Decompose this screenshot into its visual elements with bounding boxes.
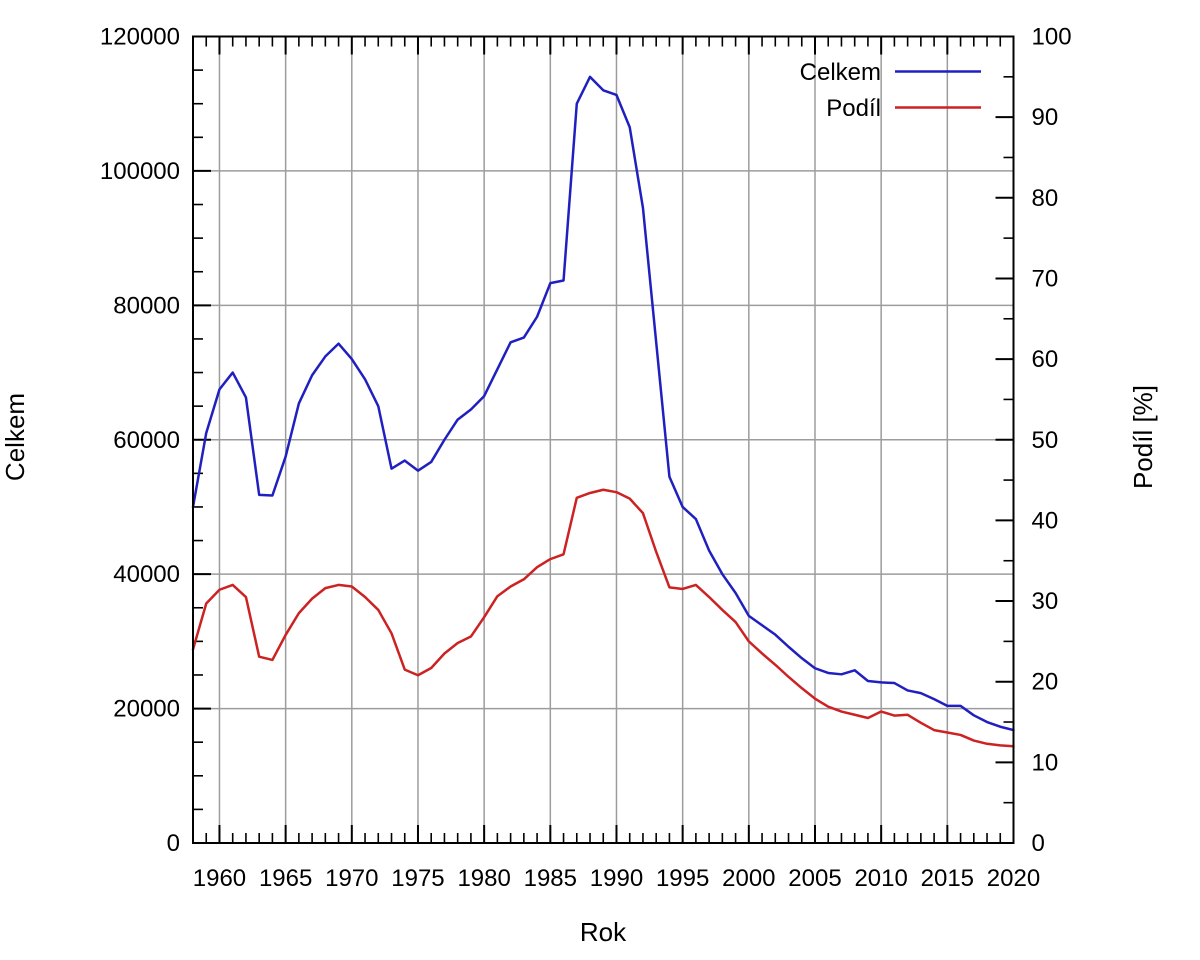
- plot-border: [192, 35, 1015, 844]
- y-left-tick-label: 40000: [113, 561, 180, 588]
- y-right-tick-label: 100: [1032, 24, 1072, 51]
- y-left-tick-label: 60000: [113, 427, 180, 454]
- legend: Celkem Podíl: [800, 59, 981, 122]
- series-line-celkem: [191, 75, 1015, 732]
- legend-label-podil: Podíl: [826, 95, 881, 122]
- gridlines: [193, 36, 1014, 843]
- x-tick-label: 1995: [656, 865, 709, 892]
- x-tick-label: 1960: [193, 865, 246, 892]
- y-right-tick-label: 70: [1032, 265, 1059, 292]
- y-right-tick-label: 50: [1032, 427, 1059, 454]
- x-tick-label: 1990: [590, 865, 643, 892]
- y-right-tick-label: 10: [1032, 749, 1059, 776]
- y-left-tick-label: 100000: [100, 158, 180, 185]
- y-right-tick-label: 0: [1032, 830, 1045, 857]
- legend-label-celkem: Celkem: [800, 59, 881, 86]
- y-right-tick-label: 20: [1032, 669, 1059, 696]
- x-tick-label: 2005: [788, 865, 841, 892]
- x-axis-title: Rok: [580, 917, 627, 947]
- y-left-tick-label: 80000: [113, 292, 180, 319]
- y-right-tick-label: 80: [1032, 185, 1059, 212]
- data-series: [191, 75, 1015, 748]
- x-tick-label: 2000: [722, 865, 775, 892]
- x-tick-label: 1970: [325, 865, 378, 892]
- x-tick-label: 2015: [921, 865, 974, 892]
- y-left-tick-label: 20000: [113, 696, 180, 723]
- series-line-pod-l: [191, 488, 1015, 748]
- x-tick-label: 1965: [259, 865, 312, 892]
- x-tick-label: 1985: [524, 865, 577, 892]
- right-y-axis-title: Podíl [%]: [1128, 385, 1158, 489]
- x-tick-label: 1980: [457, 865, 510, 892]
- y-right-tick-label: 40: [1032, 507, 1059, 534]
- y-right-tick-label: 30: [1032, 588, 1059, 615]
- y-right-tick-label: 60: [1032, 346, 1059, 373]
- left-y-axis-title: Celkem: [0, 393, 30, 481]
- x-tick-label: 2020: [987, 865, 1040, 892]
- x-tick-label: 2010: [854, 865, 907, 892]
- y-left-tick-label: 0: [167, 830, 180, 857]
- x-tick-label: 1975: [391, 865, 444, 892]
- y-right-tick-label: 90: [1032, 104, 1059, 131]
- tick-labels: 1960 1965 1970 1975 1980 1985 1990 1995 2000 2005…: [100, 24, 1072, 893]
- y-left-tick-label: 120000: [100, 24, 180, 51]
